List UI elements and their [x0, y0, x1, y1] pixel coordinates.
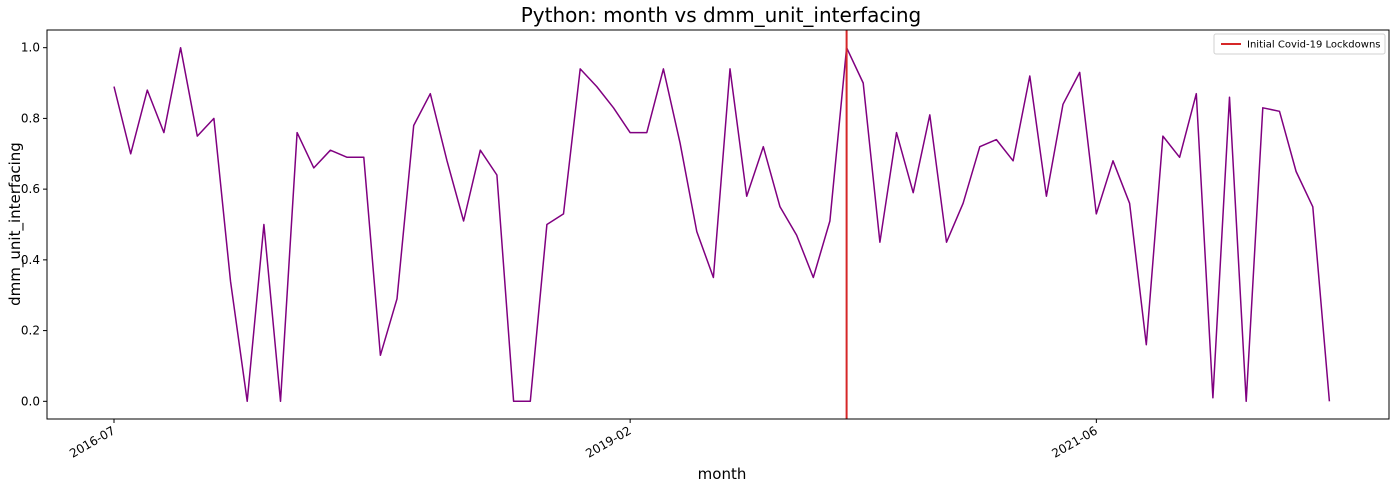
chart-title: Python: month vs dmm_unit_interfacing: [521, 3, 922, 27]
y-tick-label: 0.6: [21, 182, 40, 196]
y-tick-label: 1.0: [21, 41, 40, 55]
legend: Initial Covid-19 Lockdowns: [1213, 33, 1386, 55]
x-tick-label: 2021-06: [1049, 423, 1099, 460]
legend-box: [1213, 33, 1386, 55]
x-axis-title: month: [698, 465, 747, 483]
plot-area: 0.0 0.2 0.4 0.6 0.8 1.0 2016-07 2019-02 2021-06 I…: [21, 29, 1390, 461]
y-tick-label: 0.2: [21, 324, 40, 338]
x-tick-label: 2016-07: [67, 423, 117, 460]
y-tick-label: 0.8: [21, 111, 40, 125]
y-axis-title: dmm_unit_interfacing: [6, 142, 25, 306]
x-tick-label: 2019-02: [583, 423, 633, 460]
axes-frame: [46, 29, 1390, 420]
y-tick-label: 0.4: [21, 253, 40, 267]
y-tick-label: 0.0: [21, 394, 40, 408]
series-line: [113, 46, 1331, 403]
legend-label: Initial Covid-19 Lockdowns: [1247, 40, 1381, 51]
